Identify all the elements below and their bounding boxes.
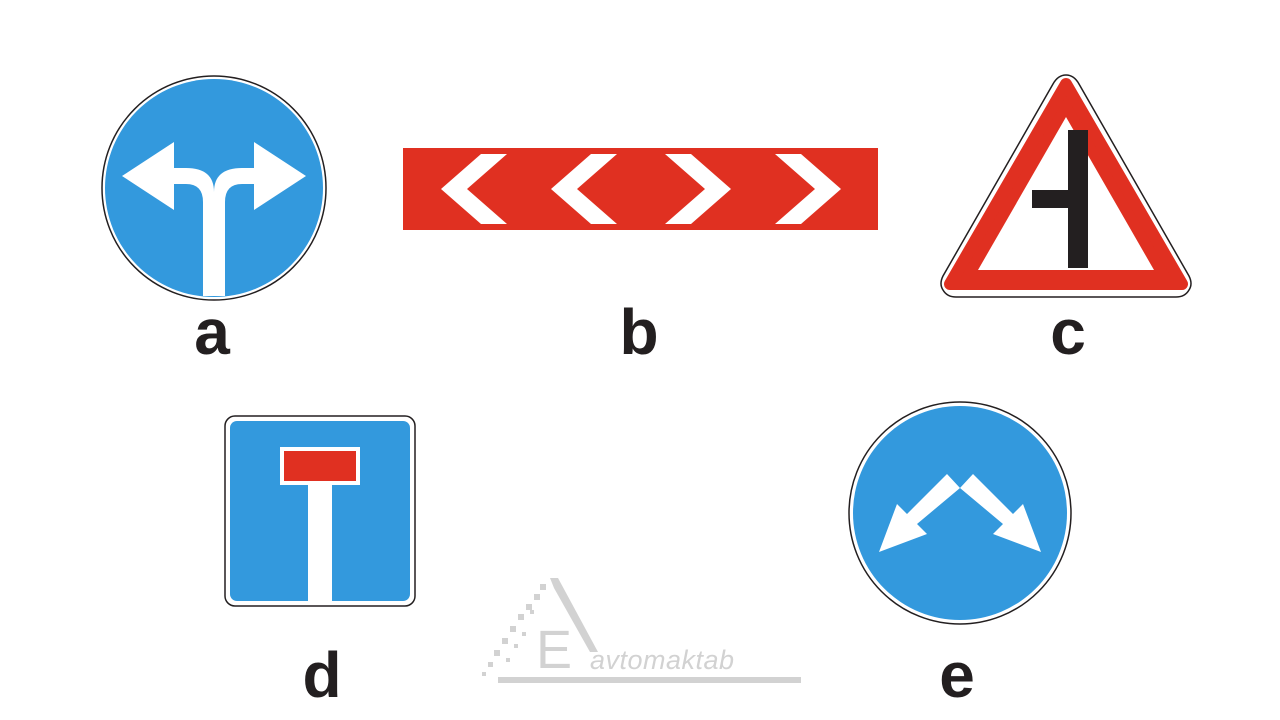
label-c: c [1050,296,1086,368]
watermark-logo: E [478,574,808,694]
label-a: a [194,296,230,368]
label-d: d [302,639,342,711]
sign-b-chevron-board [403,148,878,230]
svg-text:E: E [536,620,572,680]
sign-d-dead-end [224,415,416,607]
label-b: b [619,296,659,368]
sign-e-pass-either-side [847,400,1073,626]
sign-a-turn-left-or-right [100,74,328,302]
sign-c-side-road-warning [938,72,1194,300]
label-e: e [939,639,975,711]
watermark-text: avtomaktab [590,645,735,675]
